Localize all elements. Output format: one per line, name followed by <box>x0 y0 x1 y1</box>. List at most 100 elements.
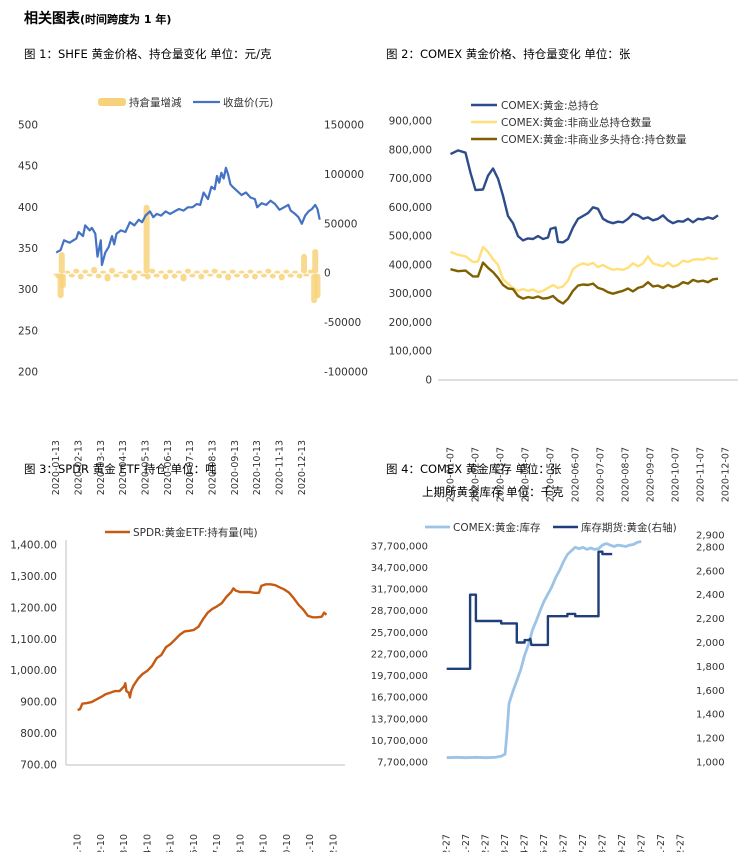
fig3-x-tick: 2020-12-10 <box>328 834 339 852</box>
fig1-bar <box>202 269 209 274</box>
fig4-yleft-tick: 34,700,000 <box>371 563 428 574</box>
fig4-legend-label-shfe: 库存期货:黄金(右轴) <box>581 521 677 534</box>
fig2-y-tick: 200,000 <box>389 317 432 329</box>
fig1-yright-tick: 50000 <box>324 218 357 230</box>
fig1-bar <box>58 251 65 274</box>
fig1-x-tick: 2020-09-13 <box>230 440 241 495</box>
fig4-yleft-tick: 19,700,000 <box>371 671 428 682</box>
fig4-yleft-tick: 31,700,000 <box>371 585 428 596</box>
fig1-bar <box>64 270 71 274</box>
fig2-caption: 图 2：COMEX 黄金价格、持仓量变化 单位：张 <box>386 47 631 61</box>
fig4-yleft-tick: 10,700,000 <box>371 736 428 747</box>
fig4-x-tick: 2020-02-27 <box>481 834 492 852</box>
fig1-bar <box>140 273 147 277</box>
fig1-bar <box>109 267 115 274</box>
fig1-bar <box>238 270 245 274</box>
fig1-bar <box>144 273 151 280</box>
fig1-yright-tick: -100000 <box>324 367 368 379</box>
fig3-y-tick: 900.00 <box>20 697 57 709</box>
fig1-bar <box>225 273 232 281</box>
fig2-chart: 900,000 800,000 700,000 600,000 500,000 400,0… <box>389 99 738 502</box>
fig4-yright-tick: 2,400 <box>696 590 725 601</box>
fig1-bar <box>216 273 223 279</box>
fig2-legend-label: COMEX:黄金:总持仓 <box>501 99 600 112</box>
fig1-x-tick: 2020-11-13 <box>275 440 286 495</box>
fig4-yright-tick: 1,200 <box>696 734 725 745</box>
fig4-x-tick: 2020-01-27 <box>461 834 472 852</box>
fig1-bar <box>292 270 299 274</box>
fig4-yright-tick: 2,600 <box>696 566 725 577</box>
fig1-bar <box>176 270 182 274</box>
fig1-bar <box>153 273 160 278</box>
fig3-y-tick: 1,100.00 <box>10 634 57 646</box>
fig4-yleft-tick: 16,700,000 <box>371 693 428 704</box>
fig2-x-tick: 2020-09-07 <box>646 447 657 502</box>
fig2-y-tick: 300,000 <box>389 288 432 300</box>
fig1-x-tick: 2020-12-13 <box>297 440 308 495</box>
fig4-x-tick: 2020-04-27 <box>520 834 531 852</box>
fig4-yright-tick: 1,800 <box>696 662 725 673</box>
fig1-bar <box>126 269 133 274</box>
fig1-bar <box>135 270 142 274</box>
fig3-y-tick: 700.00 <box>20 760 57 772</box>
fig4-shfe-stock-line <box>446 550 613 670</box>
fig4-x-tick: 2019-12-27 <box>442 834 453 852</box>
fig4-legend-label-comex: COMEX:黄金:库存 <box>453 521 541 534</box>
fig4-caption-line1: 图 4：COMEX 黄金库存 单位：张 <box>386 462 562 476</box>
fig3-x-tick: 2020-11-10 <box>305 834 316 852</box>
fig2-y-tick: 400,000 <box>389 259 432 271</box>
fig2-x-tick: 2020-04-07 <box>521 447 532 502</box>
fig3-y-tick: 1,000.00 <box>10 665 57 677</box>
fig1-x-tick: 2020-06-13 <box>163 440 174 495</box>
fig3-legend-label: SPDR:黄金ETF:持有量(吨) <box>133 526 258 539</box>
fig3-x-tick: 2020-07-10 <box>212 834 223 852</box>
fig4-x-tick: 2020-08-27 <box>597 834 608 852</box>
fig1-bar <box>95 273 102 279</box>
fig1-bar <box>229 269 236 274</box>
fig1-yleft-tick: 400 <box>18 202 38 214</box>
fig1-bar <box>251 273 258 280</box>
fig3-x-tick: 2020-03-10 <box>119 834 130 852</box>
fig1-bar <box>314 273 321 299</box>
fig1-bar <box>86 273 93 277</box>
fig1-x-tick: 2020-07-13 <box>185 440 196 495</box>
fig2-y-tick: 800,000 <box>389 144 432 156</box>
fig1-bar <box>256 270 263 274</box>
fig4-x-tick: 2020-05-27 <box>539 834 550 852</box>
fig1-bar <box>91 266 98 274</box>
fig3-x-tick: 2020-06-10 <box>189 834 200 852</box>
fig1-bar <box>283 269 290 274</box>
fig1-bar <box>149 268 156 274</box>
report-header: 相关图表(时间跨度为 1 年) <box>24 8 171 28</box>
fig4-x-tick: 2020-03-27 <box>500 834 511 852</box>
fig3-chart: 1,400.00 1,300.00 1,200.00 1,100.00 1,000.00… <box>10 526 345 852</box>
fig2-x-tick: 2020-06-07 <box>571 447 582 502</box>
fig1-bar <box>167 269 174 274</box>
fig1-bar <box>117 271 124 274</box>
fig1-bar <box>184 268 191 274</box>
fig3-y-tick: 1,300.00 <box>10 571 57 583</box>
fig1-x-tick: 2020-01-13 <box>51 440 62 495</box>
fig3-x-tick: 2020-04-10 <box>142 834 153 852</box>
fig1-yright-tick: 0 <box>324 268 331 280</box>
fig1-yleft-tick: 450 <box>18 161 38 173</box>
fig1-bar <box>180 273 187 282</box>
fig2-y-tick: 600,000 <box>389 202 432 214</box>
fig4-caption-line2: 上期所黄金库存 单位：千克 <box>422 485 564 499</box>
fig1-bar <box>220 270 227 274</box>
fig1-x-tick: 2020-10-13 <box>252 440 263 495</box>
fig1-bar <box>247 269 254 274</box>
fig2-y-tick: 500,000 <box>389 231 432 243</box>
fig2-series-line <box>449 149 719 244</box>
fig1-bar <box>312 249 319 274</box>
fig1-bar <box>104 273 111 282</box>
fig1-bar <box>82 269 89 274</box>
fig1-bar <box>113 273 120 278</box>
fig4-yright-tick: 2,000 <box>696 638 725 649</box>
fig1-x-tick: 2020-05-13 <box>141 440 152 495</box>
fig1-legend-swatch-bar <box>98 98 126 106</box>
fig4-chart: 37,700,000 34,700,000 31,700,000 28,700,000… <box>371 521 725 852</box>
fig1-bar <box>265 268 272 274</box>
fig1-bar <box>234 273 241 278</box>
